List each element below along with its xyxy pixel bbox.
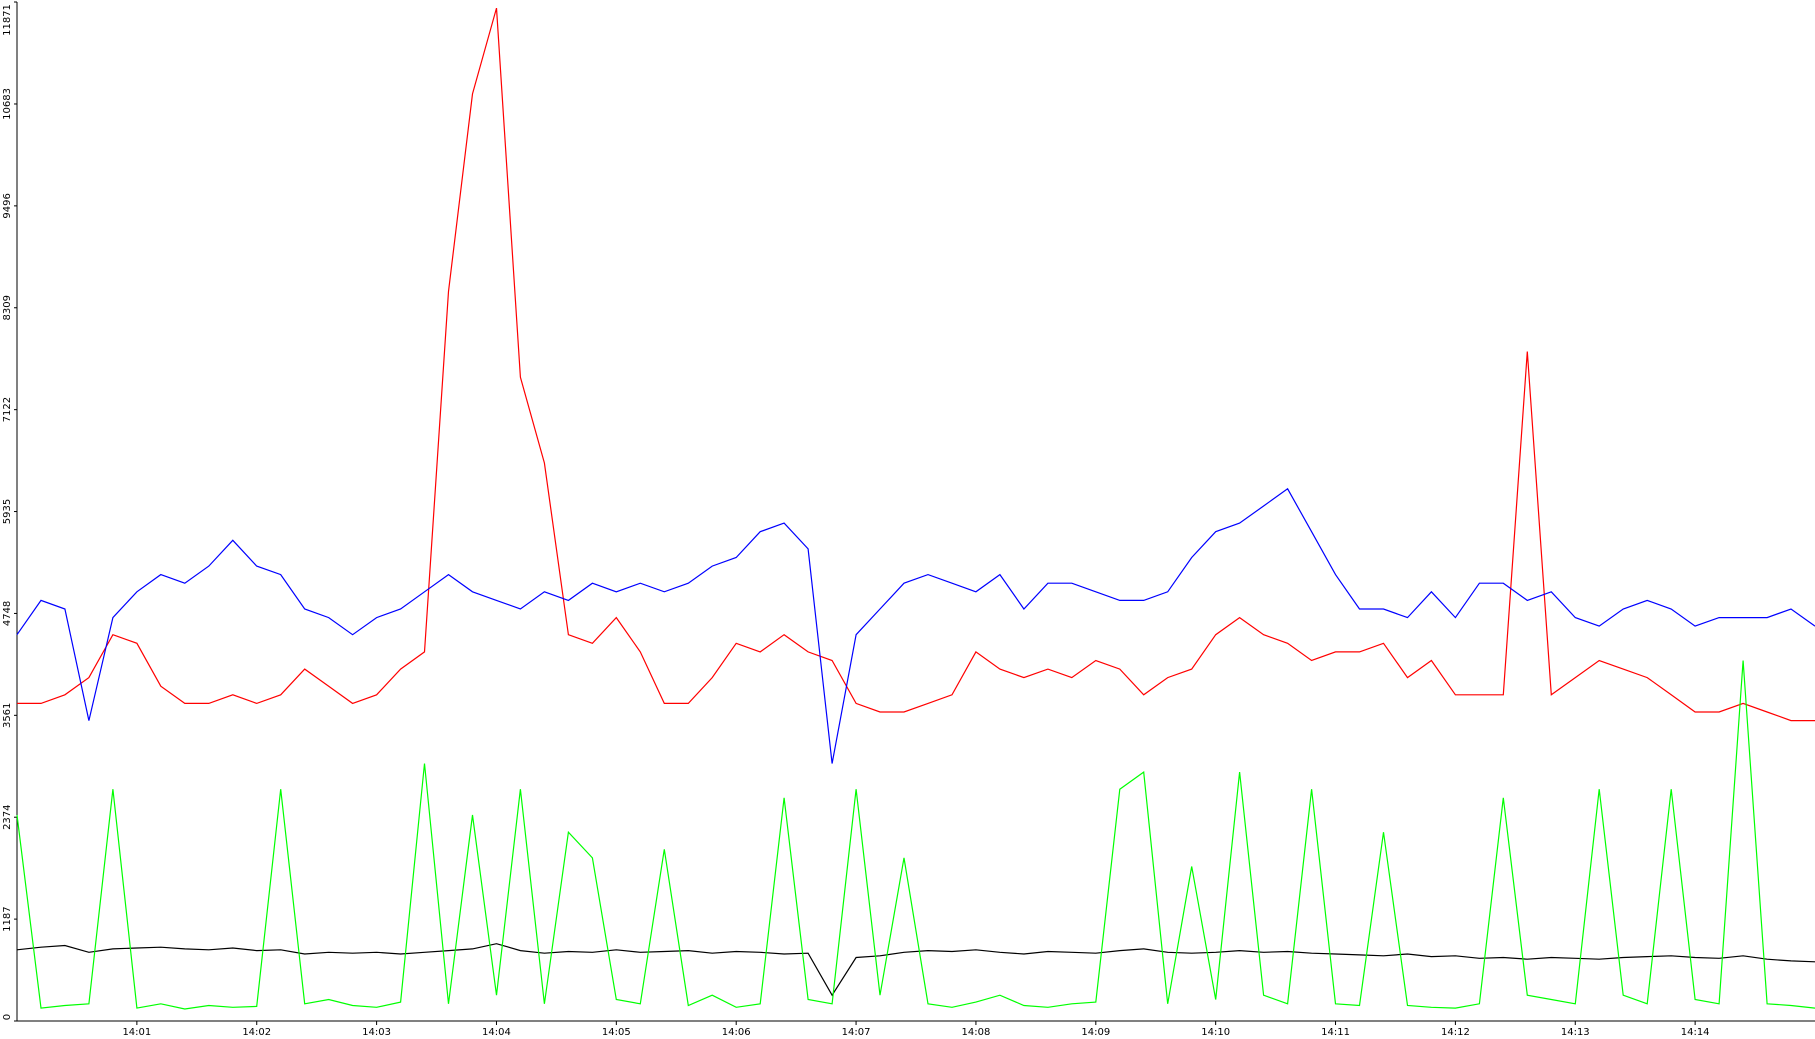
x-tick-label: 14:02 [242,1027,271,1038]
x-tick-label: 14:11 [1321,1027,1350,1038]
x-tick-label: 14:03 [362,1027,391,1038]
y-tick-label: 7122 [2,397,13,422]
x-tick-label: 14:01 [122,1027,151,1038]
y-tick-label: 2374 [2,804,13,829]
y-tick-label: 8309 [2,295,13,320]
y-tick-label: 5935 [2,499,13,524]
y-tick-label: 9496 [2,193,13,218]
x-tick-label: 14:04 [482,1027,511,1038]
x-tick-label: 14:12 [1441,1027,1470,1038]
x-tick-label: 14:14 [1681,1027,1710,1038]
x-tick-label: 14:08 [962,1027,991,1038]
series-line [16,943,1815,997]
y-tick-label: 3561 [2,703,13,728]
x-tick-label: 14:13 [1561,1027,1590,1038]
series-line [16,487,1815,764]
y-tick-label: 0 [2,1014,13,1020]
x-tick-label: 14:06 [722,1027,751,1038]
y-tick-label: 4748 [2,601,13,626]
series-line [16,660,1815,1010]
y-tick-label: 11871 [2,4,13,36]
y-tick-label: 1187 [2,906,13,931]
x-tick-label: 14:10 [1201,1027,1230,1038]
x-tick-label: 14:07 [842,1027,871,1038]
y-tick-label: 10683 [2,88,13,120]
x-tick-label: 14:09 [1081,1027,1110,1038]
series-line [17,7,1815,722]
x-tick-label: 14:05 [602,1027,631,1038]
